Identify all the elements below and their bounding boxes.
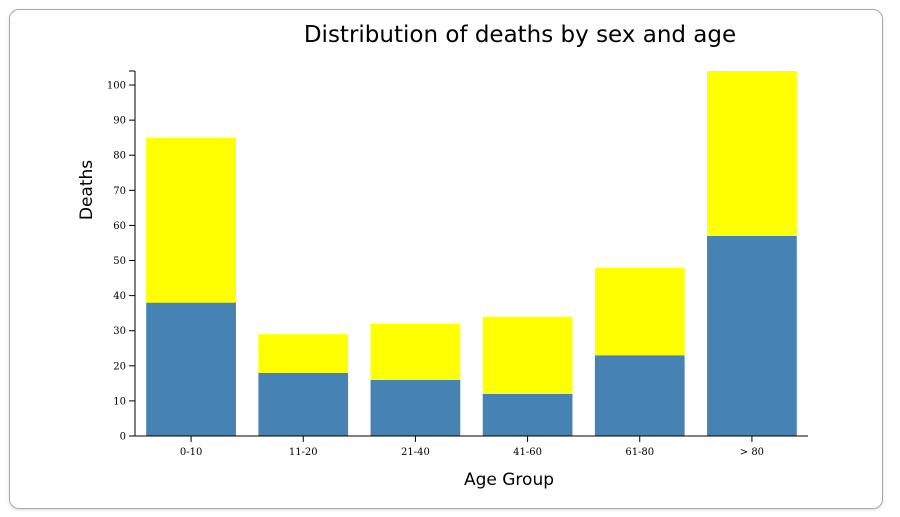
y-tick-label: 50 [113,256,126,267]
x-tick-label: 61-80 [625,447,654,458]
bar-segment [482,393,573,436]
y-tick-label: 80 [113,151,126,162]
y-tick-label: 60 [113,221,126,232]
bars-layer [146,71,797,436]
bar-segment [707,71,797,236]
y-tick-label: 40 [113,291,126,302]
y-tick-label: 70 [113,186,126,197]
bar-segment [146,302,236,436]
chart-title: Distribution of deaths by sex and age [303,22,737,48]
bar-segment [482,316,573,394]
x-axis: 0-10 11-20 21-40 41-60 61-80 > 80 [135,435,808,458]
bar-segment [370,379,461,436]
bar-segment [594,355,685,436]
y-tick-label: 30 [113,326,126,337]
bar-segment [594,267,685,356]
bar-segment [146,137,236,303]
y-axis-title: Deaths [77,160,97,220]
x-tick-label: > 80 [740,447,764,458]
x-tick-label: 21-40 [401,447,430,458]
x-tick-label: 41-60 [513,447,542,458]
bar-segment [707,235,797,436]
x-axis-title: Age Group [464,470,554,490]
y-tick-label: 20 [113,361,126,372]
y-tick-label: 0 [120,432,126,443]
y-axis: 0 10 20 30 40 50 60 70 80 90 100 [107,70,136,443]
bar-segment [370,323,461,380]
y-tick-label: 90 [113,116,126,127]
y-tick-label: 10 [113,396,126,407]
bar-segment [258,372,349,436]
y-tick-label: 100 [107,81,126,92]
bar-segment [258,334,349,373]
x-tick-label: 11-20 [289,447,318,458]
x-tick-label: 0-10 [180,447,202,458]
